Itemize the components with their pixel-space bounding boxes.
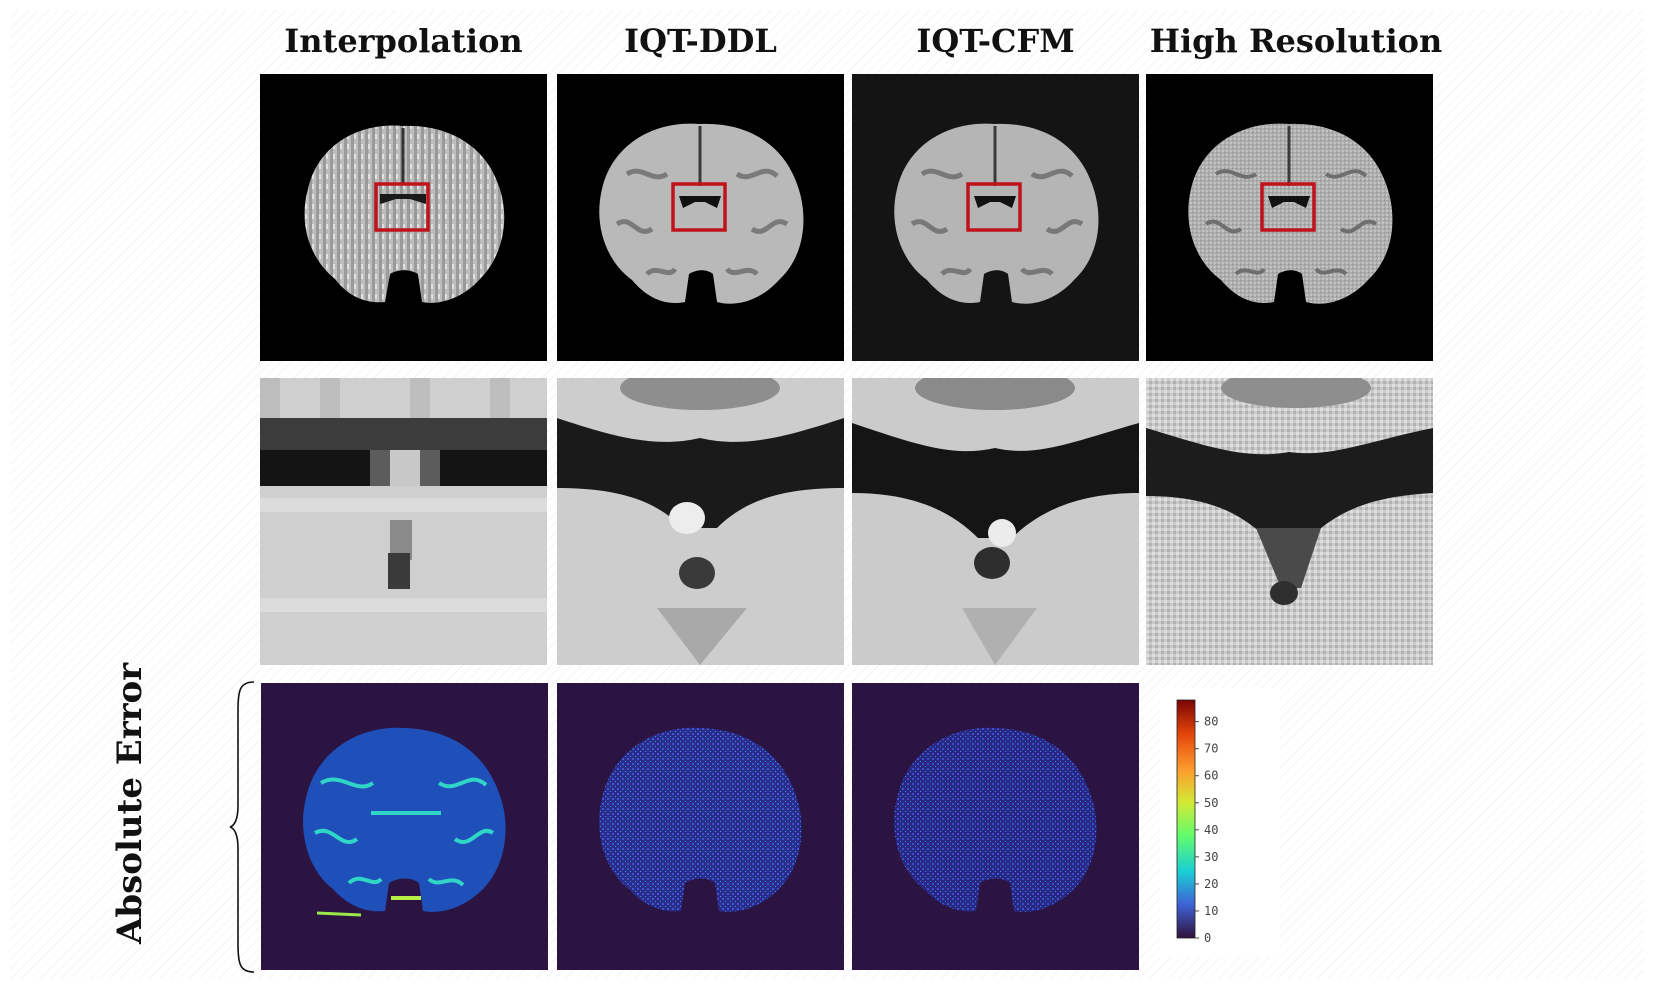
column-title-iqt-cfm: IQT-CFM: [916, 22, 1075, 60]
colorbar-gradient: [1176, 699, 1196, 939]
brain-slice-iqt-cfm: [852, 74, 1139, 361]
zoom-interpolation: [260, 378, 547, 665]
colorbar-tick-label: 80: [1204, 715, 1218, 729]
zoom-high-resolution: [1146, 378, 1433, 665]
colorbar-tick-label: 40: [1204, 823, 1218, 837]
error-colorbar: 0 10 20 30 40 50 60 70 80: [1160, 688, 1280, 958]
column-title-high-resolution: High Resolution: [1149, 22, 1443, 60]
error-map-interpolation: [261, 683, 548, 970]
colorbar-tick-label: 20: [1204, 877, 1218, 891]
brain-slice-high-resolution: [1146, 74, 1433, 361]
colorbar-tick-label: 10: [1204, 904, 1218, 918]
column-title-interpolation: Interpolation: [284, 22, 523, 60]
colorbar-tick-label: 30: [1204, 850, 1218, 864]
zoom-iqt-ddl: [557, 378, 844, 665]
colorbar-tick-label: 60: [1204, 769, 1218, 783]
column-title-iqt-ddl: IQT-DDL: [624, 22, 777, 60]
colorbar-tick-label: 50: [1204, 796, 1218, 810]
zoom-iqt-cfm: [852, 378, 1139, 665]
error-map-iqt-cfm: [852, 683, 1139, 970]
row-label-absolute-error: Absolute Error: [110, 662, 150, 944]
colorbar-tick-label: 70: [1204, 742, 1218, 756]
colorbar-tick-label: 0: [1204, 931, 1211, 945]
row-brace: [229, 681, 255, 973]
brain-slice-interpolation: [260, 74, 547, 361]
error-map-iqt-ddl: [557, 683, 844, 970]
brain-slice-iqt-ddl: [557, 74, 844, 361]
